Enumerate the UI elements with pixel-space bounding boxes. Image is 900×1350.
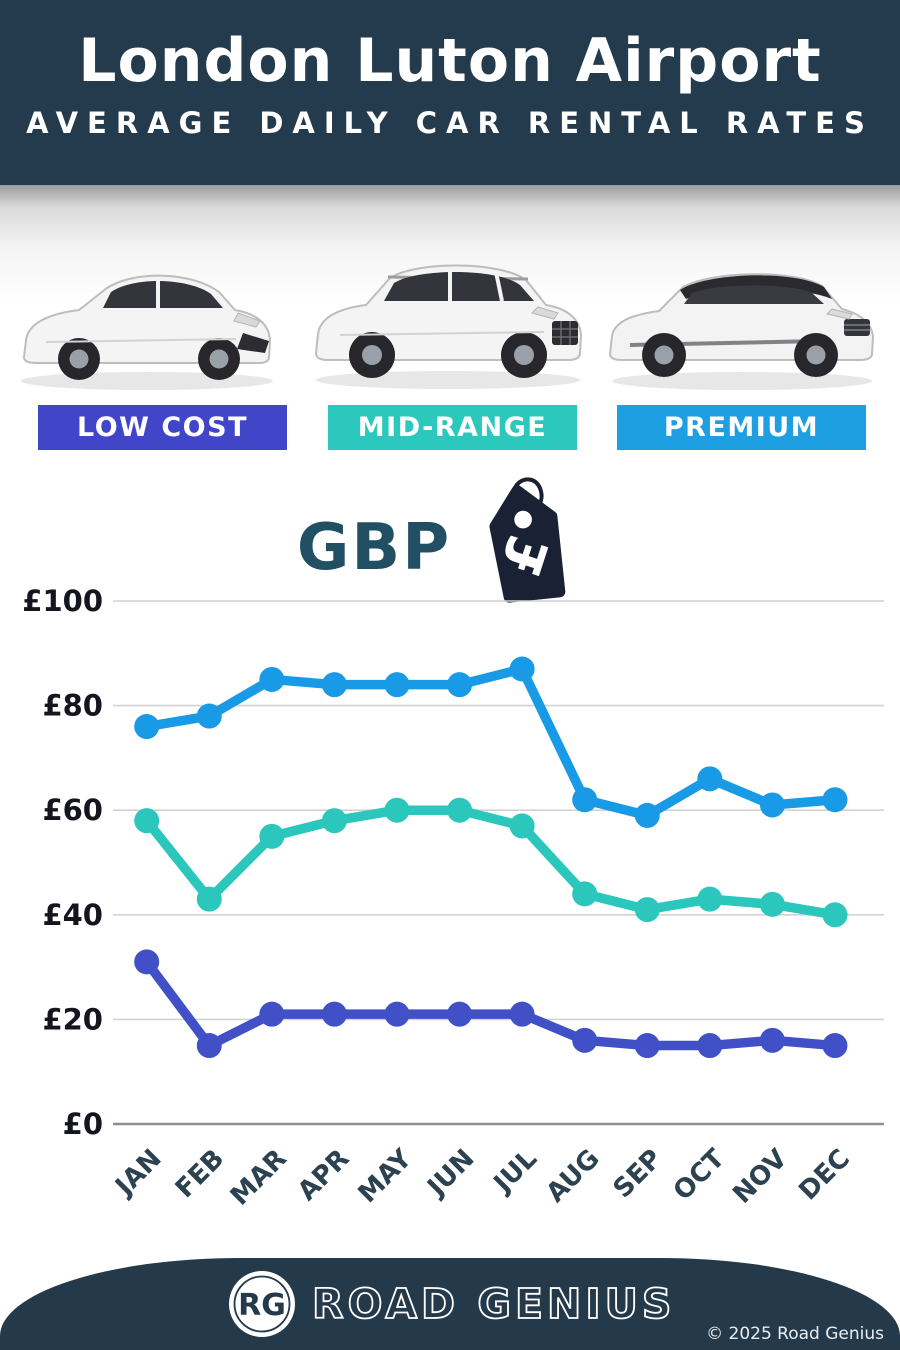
category-badge-low-cost: LOW COST (38, 405, 287, 450)
page-subtitle: AVERAGE DAILY CAR RENTAL RATES (26, 106, 874, 140)
data-point (384, 797, 410, 823)
data-point (259, 823, 285, 849)
data-point (572, 881, 598, 907)
x-axis-tick: NOV (727, 1144, 793, 1210)
x-axis-tick: APR (292, 1144, 355, 1207)
data-point (822, 902, 848, 928)
x-axis-tick: FEB (170, 1144, 230, 1204)
y-axis-tick: £100 (22, 584, 103, 618)
series-line-premium (141, 664, 840, 821)
data-point (196, 886, 222, 912)
x-axis-tick: SEP (608, 1144, 668, 1204)
data-point (321, 672, 347, 698)
category-label: LOW COST (76, 412, 248, 443)
data-point (697, 1033, 723, 1059)
data-point (447, 797, 473, 823)
data-point (822, 787, 848, 813)
data-point (134, 714, 160, 740)
rates-chart: £0 £20 £40 £60 £80 £100 JAN FEB MAR APR MAY JUN JUL A… (0, 575, 900, 1220)
y-axis-tick: £40 (42, 898, 103, 932)
mid-range-car-image (314, 264, 583, 389)
series-line-mid-range (141, 805, 840, 920)
data-point (822, 1033, 848, 1059)
x-axis-tick: OCT (668, 1144, 731, 1207)
x-axis-tick: MAY (353, 1143, 419, 1209)
y-axis-tick: £60 (42, 793, 103, 827)
currency-code: GBP (296, 511, 452, 585)
data-point (634, 897, 660, 923)
data-point (509, 813, 535, 839)
footer: RG ROAD GENIUS © 2025 Road Genius (0, 1258, 900, 1350)
data-point (634, 1033, 660, 1059)
low-cost-car-image (21, 274, 273, 390)
y-axis-tick: £20 (42, 1002, 103, 1036)
data-point (384, 672, 410, 698)
data-point (447, 1001, 473, 1027)
x-axis-tick: JUN (421, 1144, 481, 1204)
price-tag-icon: £ (489, 477, 566, 603)
header: London Luton Airport AVERAGE DAILY CAR R… (0, 0, 900, 185)
category-badge-mid-range: MID-RANGE (328, 405, 577, 450)
currency-banner: GBP £ (0, 468, 900, 618)
x-axis-tick: JAN (109, 1144, 168, 1203)
data-point (134, 808, 160, 834)
category-label: PREMIUM (663, 412, 820, 443)
data-point (634, 802, 660, 828)
logo-initials: RG (238, 1288, 286, 1323)
page-title: London Luton Airport (78, 26, 822, 96)
data-point (697, 766, 723, 792)
data-point (509, 1001, 535, 1027)
data-point (134, 949, 160, 975)
y-axis-tick: £0 (63, 1107, 103, 1141)
category-badge-premium: PREMIUM (617, 405, 866, 450)
data-point (321, 1001, 347, 1027)
brand-text: ROAD GENIUS (312, 1280, 672, 1328)
data-point (572, 787, 598, 813)
data-point (759, 891, 785, 917)
data-point (759, 1027, 785, 1053)
road-genius-logo: RG (229, 1271, 295, 1337)
data-point (196, 703, 222, 729)
x-axis-tick: DEC (793, 1144, 856, 1207)
premium-car-image (608, 273, 875, 390)
category-label: MID-RANGE (357, 412, 548, 443)
car-category-section: LOW COST MID-RANGE PREMIUM (0, 185, 900, 460)
copyright-notice: © 2025 Road Genius (706, 1324, 884, 1344)
x-axis-tick: AUG (541, 1144, 606, 1209)
data-point (759, 792, 785, 818)
data-point (321, 808, 347, 834)
data-point (509, 656, 535, 682)
x-axis-tick: JUL (487, 1144, 543, 1200)
brand-name: ROAD GENIUS (312, 1279, 672, 1329)
data-point (384, 1001, 410, 1027)
x-axis-tick: MAR (225, 1144, 293, 1212)
y-axis-tick: £80 (42, 689, 103, 723)
data-point (196, 1033, 222, 1059)
data-point (259, 1001, 285, 1027)
data-point (259, 666, 285, 692)
data-point (572, 1027, 598, 1053)
data-point (447, 672, 473, 698)
series-line-low-cost (141, 957, 840, 1051)
data-point (697, 886, 723, 912)
